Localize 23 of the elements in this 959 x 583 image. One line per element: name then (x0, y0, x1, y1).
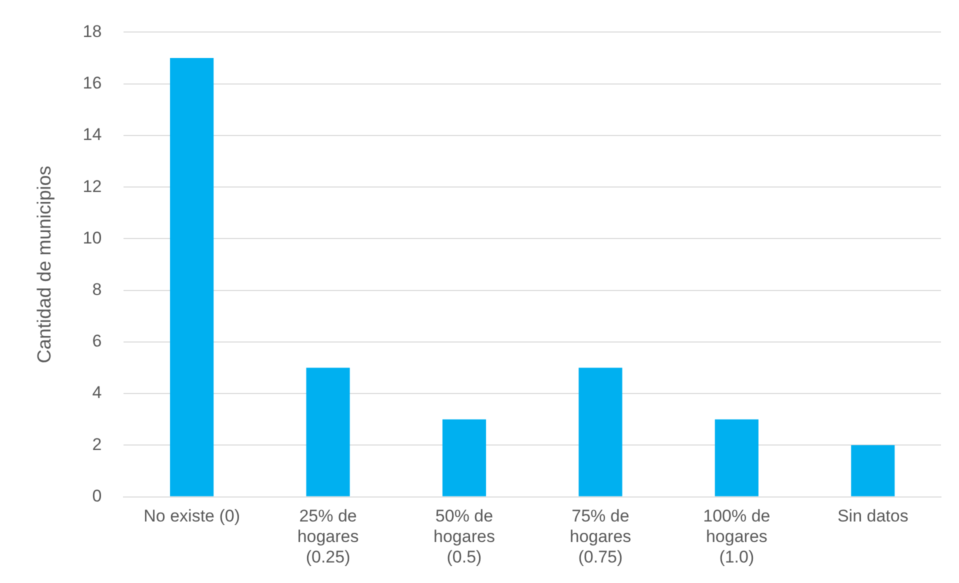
y-tick-label: 14 (82, 125, 102, 144)
y-axis-title: Cantidad de municipios (34, 166, 56, 364)
x-tick-label: No existe (0) (144, 506, 240, 526)
x-tick-label: Sin datos (837, 506, 908, 526)
y-tick-label: 6 (92, 332, 102, 351)
y-tick-label: 0 (92, 486, 102, 506)
x-tick-label: 100% de hogares (1.0) (703, 506, 770, 566)
y-tick-label: 12 (82, 176, 102, 196)
y-tick-label: 4 (92, 383, 102, 402)
bar (170, 58, 214, 496)
x-tick-label: 25% de hogares (0.25) (297, 506, 359, 566)
y-tick-label: 18 (82, 22, 102, 41)
x-tick-label: 50% de hogares (0.5) (434, 506, 495, 566)
y-tick-label: 16 (82, 74, 102, 93)
x-tick-label: 75% de hogares (0.75) (570, 506, 632, 566)
y-tick-label: 10 (82, 228, 102, 248)
y-tick-label: 8 (92, 280, 102, 299)
bar (851, 445, 895, 496)
bar (578, 368, 622, 496)
bar (714, 419, 758, 496)
y-tick-label: 2 (92, 434, 102, 454)
bar (306, 368, 350, 496)
bar (442, 419, 486, 496)
